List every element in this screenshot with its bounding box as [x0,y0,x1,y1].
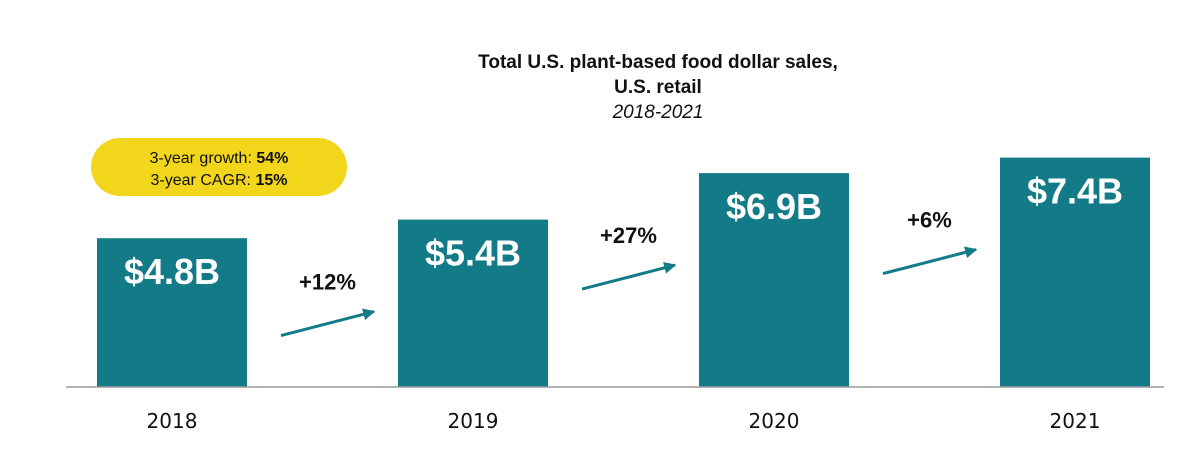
growth-callout: 3-year growth: 54% 3-year CAGR: 15% [91,138,347,196]
bar-value-label-2019: $5.4B [425,233,521,274]
bar-2020 [699,173,849,387]
chart-title-line2: U.S. retail [614,77,702,98]
callout-growth-line: 3-year growth: 54% [150,150,289,167]
x-tick-2020: 2020 [749,409,800,433]
chart-title-line1: Total U.S. plant-based food dollar sales… [478,52,838,73]
bar-value-label-2018: $4.8B [124,251,220,292]
growth-arrow-3 [882,246,978,276]
bar-2019 [398,219,548,387]
chart-subtitle: 2018-2021 [612,102,704,123]
callout-cagr-line: 3-year CAGR: 15% [151,172,288,189]
x-tick-2021: 2021 [1050,409,1101,433]
bar-2018 [97,238,247,387]
callout-cagr-label: 3-year CAGR: [151,172,256,189]
growth-arrows-layer: +12% +27% +6% [280,208,978,338]
callout-pill [91,138,347,196]
x-tick-2018: 2018 [147,409,198,433]
callout-cagr-value: 15% [255,172,287,189]
callout-growth-label: 3-year growth: [150,150,257,167]
growth-label-3: +6% [907,208,952,233]
growth-arrow-2 [581,261,677,291]
bar-2021 [1000,157,1150,387]
bar-value-label-2021: $7.4B [1027,171,1123,212]
x-tick-labels: 2018 2019 2020 2021 [147,409,1101,433]
growth-label-2: +27% [600,223,657,248]
growth-label-1: +12% [299,270,356,295]
x-tick-2019: 2019 [448,409,499,433]
growth-arrow-1 [280,308,376,338]
bars-layer: $4.8B $5.4B $6.9B $7.4B [97,157,1150,387]
callout-growth-value: 54% [256,150,288,167]
bar-value-label-2020: $6.9B [726,186,822,227]
